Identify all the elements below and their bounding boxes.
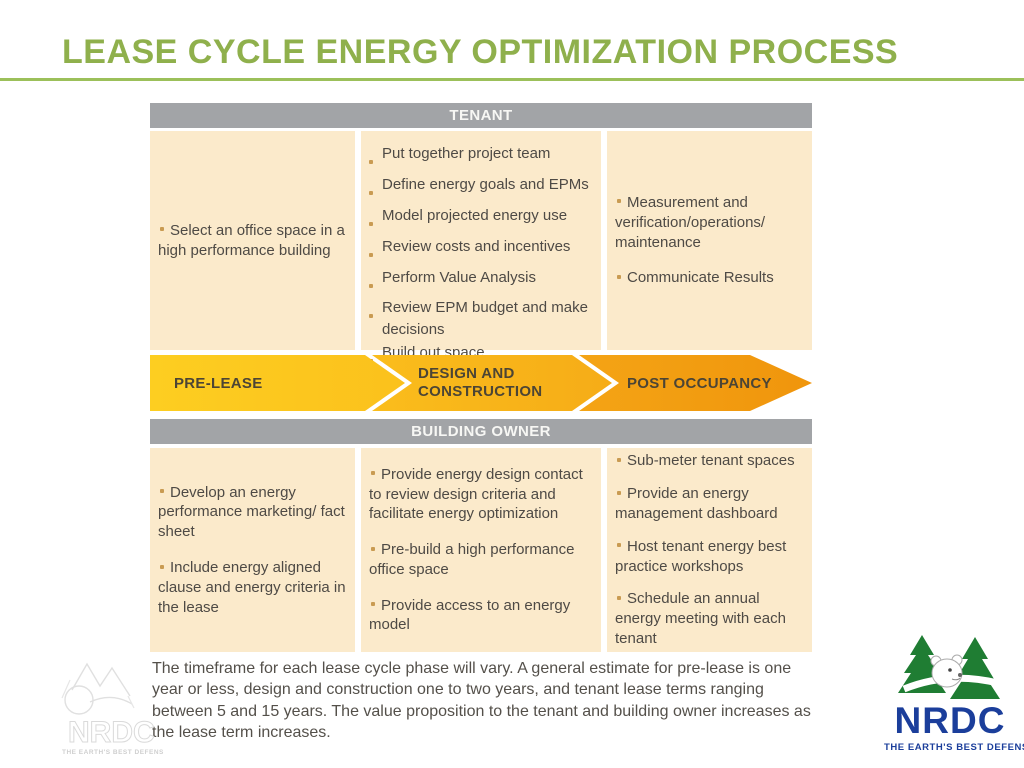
list-item: Sub-meter tenant spaces [615,451,803,471]
watermark-wordmark: NRDC [68,716,155,749]
bullet-icon [371,471,375,476]
tenant-header-label: TENANT [449,107,513,124]
nrdc-wordmark: NRDC [894,700,1006,741]
owner-column-design-construction: Provide energy design contact to review … [361,448,601,652]
bullet-icon [369,314,373,319]
nrdc-watermark-logo: NRDC THE EARTH'S BEST DEFENSE [42,650,168,760]
list-item: Put together project team [369,143,592,173]
list-item-text: Model projected energy use [382,206,568,224]
tenant-column-pre-lease: Select an office space in a high perform… [150,131,355,350]
building-owner-header-label: BUILDING OWNER [411,423,551,440]
list-item: Provide access to an energy model [369,596,592,636]
phase-label-pre-lease: PRE-LEASE [174,374,263,392]
list-item-text: Review costs and incentives [382,237,571,255]
bullet-icon [160,489,164,494]
bullet-icon [369,221,373,226]
list-item-text: Select an office space in a high perform… [158,221,345,259]
page-title: LEASE CYCLE ENERGY OPTIMIZATION PROCESS [62,33,899,71]
bullet-icon [369,283,373,288]
list-item-text: Put together project team [382,145,551,162]
owner-column-post-occupancy: Sub-meter tenant spaces Provide an energ… [607,448,812,652]
nrdc-tagline: THE EARTH'S BEST DEFENSE [884,742,1024,753]
building-owner-header-bar: BUILDING OWNER [150,419,812,444]
list-item: Pre-build a high performance office spac… [369,540,592,580]
list-item: Select an office space in a high perform… [158,221,346,261]
list-item-text: Develop an energy performance marketing/… [158,483,345,541]
list-item-text: Schedule an annual energy meeting with e… [615,590,786,647]
bullet-icon [371,602,375,607]
list-item-text: Perform Value Analysis [382,268,536,286]
bullet-icon [617,199,621,204]
bullet-icon [160,564,164,569]
bullet-icon [371,546,375,551]
list-item: Measurement and verification/operations/… [615,193,803,252]
bullet-icon [369,190,373,195]
list-item-text: Host tenant energy best practice worksho… [615,537,787,575]
watermark-tagline: THE EARTH'S BEST DEFENSE [62,749,164,756]
list-item: Host tenant energy best practice worksho… [615,537,803,577]
list-item-text: Include energy aligned clause and energy… [158,559,346,616]
nrdc-watermark-art-icon: NRDC THE EARTH'S BEST DEFENSE [61,662,168,756]
list-item: Provide energy design contact to review … [369,465,592,524]
list-item-text: Pre-build a high performance office spac… [369,541,575,578]
phase-segment-pre-lease [150,355,405,411]
tenant-column-post-occupancy: Measurement and verification/operations/… [607,131,812,350]
bullet-icon [617,490,621,495]
bullet-icon [617,457,621,462]
phase-segment-design-construction [372,355,612,411]
list-item-text: Measurement and verification/operations/… [615,193,766,251]
list-item: Review costs and incentives [369,236,592,266]
list-item-text: Sub-meter tenant spaces [627,452,795,470]
list-item: Review EPM budget and make decisions [369,297,592,341]
list-item-text: Review EPM budget and make decisions [382,299,588,339]
phase-label-post-occupancy: POST OCCUPANCY [627,374,772,392]
bullet-icon [160,227,164,232]
list-item: Provide an energy management dashboard [615,484,803,524]
list-item-text: Provide an energy management dashboard [615,485,778,522]
bullet-icon [369,160,373,165]
phase-arrow: PRE-LEASE DESIGN AND CONSTRUCTION POST O… [150,355,812,411]
tenant-header-bar: TENANT [150,103,812,128]
phase-label-design-construction: DESIGN AND CONSTRUCTION [418,365,543,400]
list-item-text: Provide access to an energy model [369,596,571,634]
owner-column-pre-lease: Develop an energy performance marketing/… [150,448,355,652]
list-item-text: Define energy goals and EPMs [382,175,589,193]
nrdc-trees-bear-icon [898,635,1000,699]
list-item-text: Communicate Results [627,269,774,287]
list-item-text: Provide energy design contact to review … [369,465,583,523]
list-item: Communicate Results [615,268,803,288]
tenant-column-design-construction: Put together project team Define energy … [361,131,601,364]
list-item: Include energy aligned clause and energy… [158,558,346,617]
bullet-icon [369,252,373,257]
bullet-icon [617,543,621,548]
list-item: Model projected energy use [369,205,592,235]
bullet-icon [617,595,621,600]
list-item: Schedule an annual energy meeting with e… [615,589,803,648]
list-item: Develop an energy performance marketing/… [158,483,346,542]
list-item: Perform Value Analysis [369,267,592,297]
title-divider [0,78,1024,81]
nrdc-logo: NRDC THE EARTH'S BEST DEFENSE [884,633,1024,753]
list-item: Define energy goals and EPMs [369,174,592,204]
bullet-icon [617,274,621,279]
timeframe-footnote: The timeframe for each lease cycle phase… [152,660,811,741]
